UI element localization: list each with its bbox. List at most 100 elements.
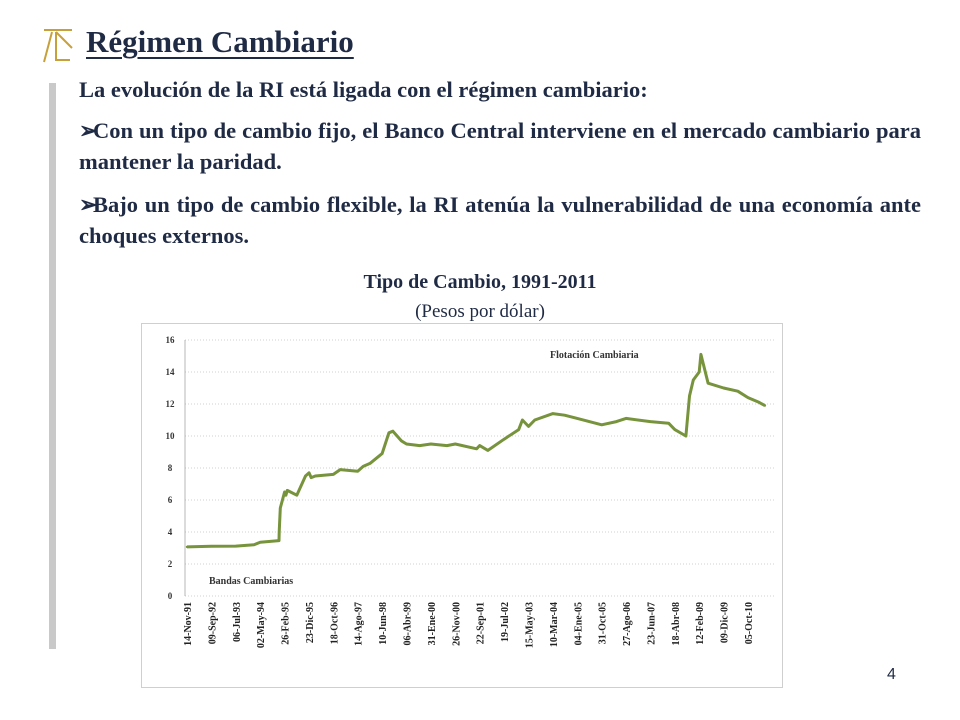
- x-tick-label: 05-Oct-10: [744, 602, 755, 644]
- x-tick-label: 06-Abr-99: [403, 602, 414, 646]
- y-tick-label: 16: [166, 335, 176, 345]
- x-tick-label: 23-Jun-07: [646, 602, 657, 645]
- x-tick-label: 09-Dic-09: [720, 602, 731, 643]
- x-tick-label: 14-Ago-97: [354, 602, 365, 646]
- y-tick-label: 10: [166, 431, 176, 441]
- bullet-item: ➢Con un tipo de cambio fijo, el Banco Ce…: [79, 115, 921, 177]
- data-point: [356, 470, 359, 473]
- data-point: [698, 370, 701, 374]
- x-tick-label: 12-Feb-09: [695, 602, 706, 645]
- data-point: [278, 530, 281, 534]
- y-tick-label: 4: [168, 527, 173, 537]
- y-tick-label: 2: [168, 559, 173, 569]
- data-point: [684, 434, 688, 438]
- arrow-bullet-icon: ➢: [79, 118, 98, 143]
- y-tick-label: 6: [168, 495, 173, 505]
- x-tick-label: 31-Oct-05: [598, 602, 609, 644]
- bullet-text: Bajo un tipo de cambio flexible, la RI a…: [79, 192, 921, 248]
- bullet-item: ➢Bajo un tipo de cambio flexible, la RI …: [79, 189, 921, 251]
- arrow-bullet-icon: ➢: [79, 192, 98, 217]
- data-point: [688, 394, 691, 398]
- data-point: [475, 447, 478, 450]
- slide-body: La evolución de la RI está ligada con el…: [79, 74, 921, 263]
- chart-subtitle: (Pesos por dólar): [415, 301, 545, 322]
- data-point: [310, 476, 313, 479]
- annotation-bandas: Bandas Cambiarias: [209, 576, 293, 587]
- data-point: [706, 382, 710, 385]
- x-tick-label: 09-Sep-92: [207, 602, 218, 644]
- data-point: [486, 449, 490, 452]
- data-point: [533, 418, 536, 422]
- x-tick-label: 14-Nov-91: [183, 602, 194, 646]
- data-point: [624, 417, 628, 420]
- y-tick-label: 14: [166, 367, 176, 377]
- exchange-rate-chart: 0 2 4 6 8 10 12 14 16 14-Nov-91 09-Sep-92 06-Jul-93…: [166, 335, 774, 648]
- data-point: [478, 444, 481, 447]
- data-point: [339, 468, 342, 471]
- data-point: [295, 494, 298, 497]
- data-point: [185, 545, 189, 549]
- data-point: [314, 474, 317, 478]
- data-point: [600, 423, 603, 426]
- x-tick-label: 10-Mar-04: [549, 602, 560, 647]
- data-point: [279, 506, 282, 510]
- data-point: [763, 404, 767, 407]
- data-point: [454, 442, 457, 446]
- data-point: [673, 428, 676, 431]
- data-point: [400, 439, 403, 442]
- x-tick-label: 22-Sep-01: [476, 602, 487, 644]
- data-point: [667, 422, 670, 425]
- chart-container: 0 2 4 6 8 10 12 14 16 14-Nov-91 09-Sep-92 06-Jul-93…: [141, 323, 783, 688]
- data-point: [259, 541, 262, 544]
- chart-title: Tipo de Cambio, 1991-2011: [363, 271, 597, 293]
- x-tick-label: 18-Oct-96: [329, 602, 340, 644]
- x-tick-label: 27-Ago-06: [622, 602, 633, 646]
- data-point: [521, 418, 524, 422]
- y-tick-label: 8: [168, 463, 173, 473]
- data-point: [746, 396, 750, 399]
- intro-text: La evolución de la RI está ligada con el…: [79, 77, 648, 102]
- data-point: [722, 386, 725, 390]
- data-point: [502, 438, 506, 441]
- x-tick-label: 18-Abr-08: [671, 602, 682, 646]
- data-point: [563, 414, 566, 417]
- data-point: [576, 417, 579, 420]
- data-point: [369, 462, 372, 465]
- data-point: [307, 471, 311, 474]
- data-point: [445, 444, 449, 447]
- exchange-rate-line: [186, 352, 766, 549]
- data-point: [736, 390, 739, 393]
- data-point: [692, 378, 695, 382]
- data-point: [304, 474, 307, 478]
- left-accent-bar: [49, 83, 56, 649]
- y-tick-label: 0: [168, 591, 173, 601]
- data-point: [332, 473, 335, 476]
- x-tick-label: 23-Dic-95: [305, 602, 316, 643]
- slide-title: Régimen Cambiario: [86, 24, 354, 59]
- x-tick-label: 04-Ene-05: [573, 602, 584, 645]
- page-number: 4: [887, 666, 896, 683]
- data-point: [380, 452, 384, 455]
- x-tick-label: 02-May-94: [256, 602, 267, 648]
- x-tick-label: 19-Jul-02: [500, 602, 511, 642]
- data-point: [387, 431, 391, 434]
- x-tick-label: 15-May-03: [524, 602, 535, 648]
- data-point: [210, 545, 213, 548]
- annotation-flotacion: Flotación Cambiaria: [550, 350, 639, 361]
- data-point: [252, 543, 256, 546]
- data-point: [615, 420, 618, 423]
- data-point: [429, 442, 433, 446]
- x-tick-label: 26-Nov-00: [451, 602, 462, 646]
- y-tick-label: 12: [166, 399, 176, 409]
- data-point: [234, 544, 237, 548]
- data-point: [286, 489, 289, 492]
- data-point: [699, 353, 703, 356]
- data-point: [649, 420, 652, 423]
- data-point: [277, 539, 281, 542]
- data-point: [418, 444, 421, 447]
- x-tick-label: 06-Jul-93: [232, 602, 243, 642]
- data-point: [527, 425, 530, 428]
- x-tick-label: 26-Feb-95: [281, 602, 292, 645]
- x-tick-label: 31-Ene-00: [427, 602, 438, 645]
- data-point: [517, 428, 520, 431]
